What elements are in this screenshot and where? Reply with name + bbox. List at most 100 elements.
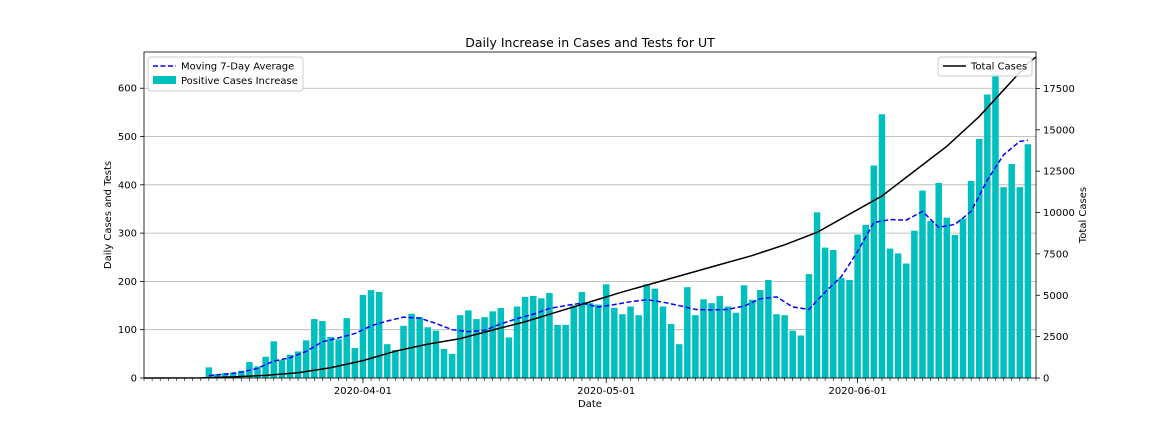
bar [959,218,967,378]
bar [229,372,237,378]
y2-tick-label: 15000 [1043,125,1075,136]
bar [716,295,723,378]
bar [635,315,642,378]
bar [667,323,675,378]
bar [748,299,756,378]
bar [992,73,999,378]
bar [870,165,878,378]
y2-tick-label: 7500 [1043,249,1068,260]
legend-left-box [147,56,304,92]
bar [570,305,578,378]
bar [554,324,561,378]
bar [854,234,861,378]
bar [254,366,261,378]
bar [327,336,334,378]
bar [278,360,286,378]
y2-tick-label: 10000 [1043,208,1075,219]
bar [457,315,464,378]
y-axis-left: 0 100 200 300 400 500 600 [118,84,144,385]
bar [765,279,772,378]
bar [221,373,229,378]
bar [294,351,302,378]
bar [465,310,472,378]
bar [529,295,537,378]
total-cases-line [143,56,1037,379]
bar [951,235,959,378]
bar [538,298,545,378]
legend-total-label: Total Cases [970,62,1027,73]
bar [878,114,886,379]
bar [1024,144,1032,378]
bar [708,303,715,378]
bar [903,263,910,378]
bar [359,294,367,378]
bar [270,341,277,378]
bar [481,317,488,378]
bar [911,230,918,378]
bar [797,335,805,378]
bar [781,315,788,378]
y2-tick-label: 2500 [1043,332,1068,343]
bar [343,318,350,378]
bar [700,299,707,378]
bar [578,292,586,378]
legend-average-label: Moving 7-Day Average [181,62,294,73]
bar [319,321,326,378]
bar [740,285,748,378]
bar [302,340,310,378]
bar [424,327,432,378]
bar [213,374,221,378]
y-tick-label: 400 [118,180,137,191]
legend-bars-swatch [153,76,176,84]
bar [611,307,618,378]
bar [497,307,505,378]
bar [400,325,407,378]
bar [894,253,902,378]
legend-right-box [937,56,1033,77]
bar [311,319,318,378]
x-axis: 2020-04-01 2020-05-01 2020-06-01 [143,378,1037,397]
bar [789,330,796,378]
legend-bars-label: Positive Cases Increase [181,76,298,87]
legend-left: Moving 7-Day Average Positive Cases Incr… [147,56,304,92]
bar [659,306,667,378]
bar-series [205,73,1032,379]
bar [546,293,553,378]
bar [935,182,942,378]
legend-right: Total Cases [937,56,1033,77]
x-tick-label: 2020-04-01 [334,386,392,397]
bar [367,290,375,378]
bar [602,284,610,378]
x-tick-label: 2020-06-01 [829,386,887,397]
bar [205,367,213,378]
bar [967,180,975,378]
bar [392,349,399,378]
bar [675,344,683,378]
bar [643,284,651,378]
bar [1008,164,1015,378]
bar [473,319,480,378]
x-tick-label: 2020-05-01 [577,386,635,397]
bar [408,313,415,378]
bar [627,306,634,378]
bar [651,288,659,378]
bar [513,306,521,378]
y-tick-label: 500 [118,132,137,143]
bar [619,314,626,378]
bar [984,94,991,378]
y2-tick-label: 12500 [1043,167,1075,178]
bar [384,344,391,378]
bar [286,354,294,378]
bar [416,317,423,378]
y-axis-label: Daily Cases and Tests [103,161,114,269]
bar [562,324,569,378]
bar [805,274,813,378]
bar [821,247,829,378]
bar [724,306,732,378]
bar [594,304,602,378]
y2-axis-label: Total Cases [1078,187,1089,244]
bar [684,287,691,378]
bar [692,315,699,378]
line-series [143,56,1037,379]
